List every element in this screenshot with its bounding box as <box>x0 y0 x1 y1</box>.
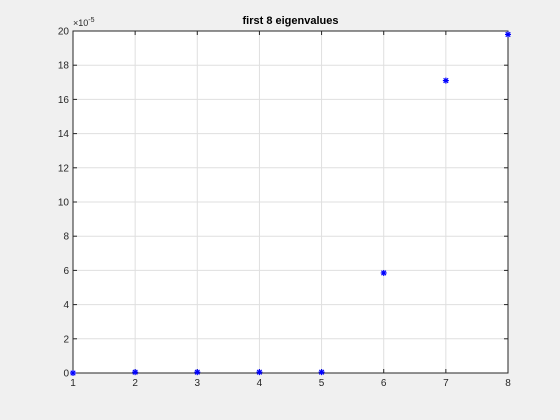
data-points <box>70 31 511 376</box>
y-tick-label: 18 <box>58 61 70 72</box>
x-tick-label: 3 <box>195 378 201 389</box>
y-tick-label: 0 <box>63 369 69 380</box>
y-tick-label: 14 <box>58 129 70 140</box>
data-point <box>256 369 263 376</box>
y-tick-label: 8 <box>63 232 69 243</box>
chart-title: first 8 eigenvalues <box>243 15 339 27</box>
y-tick-label: 4 <box>63 300 69 311</box>
y-tick-label: 2 <box>63 334 69 345</box>
y-tick-label: 12 <box>58 163 70 174</box>
x-tick-label: 1 <box>70 378 76 389</box>
x-tick-label: 7 <box>443 378 449 389</box>
data-point <box>132 369 139 376</box>
y-tick-label: 16 <box>58 95 70 106</box>
y-tick-label: 20 <box>58 27 70 38</box>
data-point <box>70 370 76 376</box>
x-tick-label: 6 <box>381 378 387 389</box>
multiplier-base: ×10 <box>73 18 88 28</box>
x-tick-label: 8 <box>505 378 511 389</box>
data-point <box>505 31 511 38</box>
y-axis-multiplier: ×10-5 <box>73 17 95 28</box>
y-tick-label: 10 <box>58 198 70 209</box>
multiplier-exponent: -5 <box>88 17 94 24</box>
data-point <box>318 369 325 376</box>
x-tick-label: 2 <box>132 378 138 389</box>
y-tick-label: 6 <box>63 266 69 277</box>
data-point <box>380 269 387 276</box>
data-point <box>194 369 201 376</box>
x-tick-label: 5 <box>319 378 325 389</box>
data-point <box>442 77 449 84</box>
x-tick-label: 4 <box>257 378 263 389</box>
